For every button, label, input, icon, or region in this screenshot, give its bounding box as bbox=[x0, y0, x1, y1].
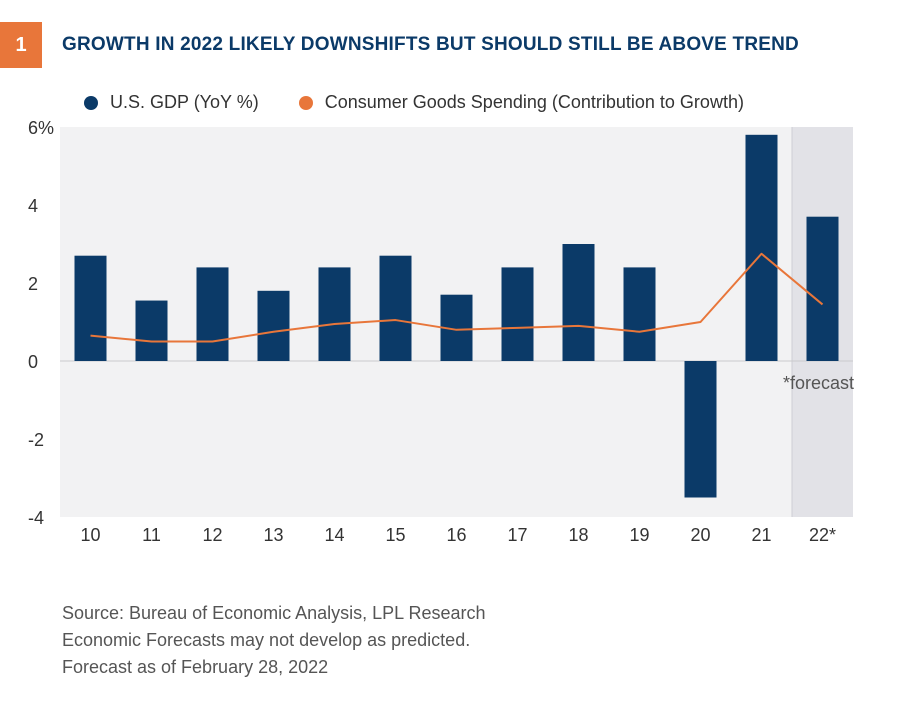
legend-item-gdp: U.S. GDP (YoY %) bbox=[84, 92, 259, 113]
legend-label-consumer: Consumer Goods Spending (Contribution to… bbox=[324, 92, 744, 112]
disclaimer-note: Economic Forecasts may not develop as pr… bbox=[62, 630, 471, 650]
x-tick-label: 14 bbox=[324, 525, 344, 545]
x-tick-label: 16 bbox=[446, 525, 466, 545]
legend-marker-gdp bbox=[84, 95, 98, 110]
gdp-bar bbox=[74, 255, 107, 361]
x-tick-label: 22* bbox=[809, 525, 836, 545]
legend-label-gdp: U.S. GDP (YoY %) bbox=[110, 92, 259, 112]
combo-chart: 6%420-2-410 11 12 13 14 15 16 17 18 19 20 21 22**for… bbox=[28, 118, 854, 545]
gdp-bar bbox=[684, 361, 717, 498]
gdp-bar bbox=[623, 267, 656, 361]
y-tick-label: 2 bbox=[28, 274, 38, 294]
y-tick-label: -2 bbox=[28, 430, 44, 450]
y-tick-label: 6% bbox=[28, 118, 54, 138]
legend-item-consumer: Consumer Goods Spending (Contribution to… bbox=[298, 92, 744, 113]
gdp-bar bbox=[135, 300, 168, 361]
gdp-bar bbox=[501, 267, 534, 361]
gdp-bar bbox=[562, 244, 595, 361]
gdp-bar bbox=[257, 290, 290, 361]
x-tick-label: 19 bbox=[629, 525, 649, 545]
x-tick-label: 21 bbox=[751, 525, 771, 545]
x-tick-label: 17 bbox=[507, 525, 527, 545]
gdp-bar bbox=[196, 267, 229, 361]
x-tick-label: 10 bbox=[80, 525, 100, 545]
source-note: Source: Bureau of Economic Analysis, LPL… bbox=[62, 603, 486, 623]
forecast-date-note: Forecast as of February 28, 2022 bbox=[62, 657, 329, 677]
x-tick-label: 15 bbox=[385, 525, 405, 545]
x-tick-label: 12 bbox=[202, 525, 222, 545]
x-tick-label: 13 bbox=[263, 525, 283, 545]
gdp-bar bbox=[745, 134, 778, 361]
forecast-annotation: *forecast bbox=[783, 373, 854, 393]
legend-marker-consumer bbox=[298, 95, 313, 110]
gdp-bar bbox=[806, 216, 839, 361]
gdp-bar bbox=[379, 255, 412, 361]
x-tick-label: 20 bbox=[690, 525, 710, 545]
chart-title: GROWTH IN 2022 LIKELY DOWNSHIFTS BUT SHO… bbox=[62, 34, 799, 55]
source-notes: Source: Bureau of Economic Analysis, LPL… bbox=[62, 600, 486, 681]
y-tick-label: 0 bbox=[28, 352, 38, 372]
x-tick-label: 11 bbox=[142, 525, 161, 545]
x-tick-label: 18 bbox=[568, 525, 588, 545]
legend: U.S. GDP (YoY %) Consumer Goods Spending… bbox=[84, 92, 784, 113]
figure-number-badge: 1 bbox=[0, 22, 42, 68]
y-tick-label: -4 bbox=[28, 508, 44, 528]
gdp-bar bbox=[318, 267, 351, 361]
y-tick-label: 4 bbox=[28, 196, 38, 216]
